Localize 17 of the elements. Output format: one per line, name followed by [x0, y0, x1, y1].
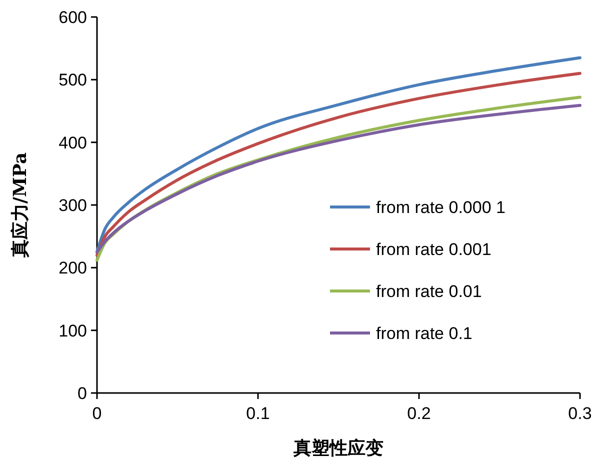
y-tick-label: 100 [58, 321, 87, 340]
legend-label: from rate 0.000 1 [376, 198, 506, 217]
y-axis-title: 真应力/MPa [10, 152, 31, 259]
y-tick-label: 600 [58, 8, 87, 27]
x-axis-title: 真塑性应变 [292, 438, 384, 459]
x-tick-label: 0.3 [568, 404, 592, 423]
y-tick-label: 500 [58, 70, 87, 90]
y-tick-label: 300 [58, 196, 87, 215]
x-tick-label: 0.2 [407, 404, 431, 423]
y-tick-label: 400 [58, 133, 87, 152]
legend-label: from rate 0.001 [376, 240, 492, 259]
legend-label: from rate 0.01 [376, 282, 482, 301]
x-tick-label: 0.1 [246, 404, 270, 423]
x-tick-label: 0 [92, 404, 102, 423]
y-tick-label: 200 [58, 258, 87, 278]
legend-label: from rate 0.1 [376, 324, 472, 343]
y-tick-label: 0 [78, 384, 87, 403]
